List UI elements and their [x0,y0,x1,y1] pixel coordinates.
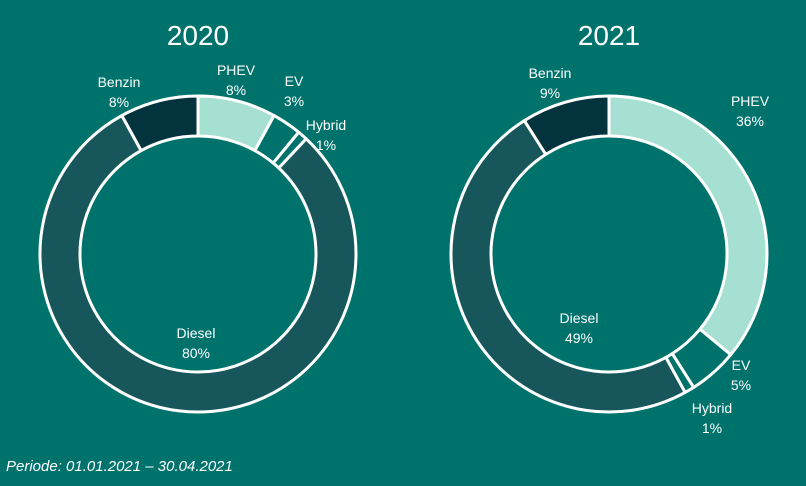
donut-chart-2021: 2021 PHEV 36% EV 5% Hybrid 1% Diesel 49% Benzin 9% [449,20,770,436]
slice-label-ev: EV 5% [731,357,751,393]
slice-benzin [120,94,200,153]
slice-label-diesel: Diesel 49% [560,310,599,346]
slice-label-hybrid: Hybrid 1% [306,117,346,153]
slice-diesel [38,114,358,414]
slice-label-phev: PHEV 8% [217,62,256,98]
slice-label-ev: EV 3% [284,73,304,109]
chart-title: 2020 [167,20,229,51]
slice-diesel [449,119,687,414]
chart-title: 2021 [578,20,640,51]
slice-phev [607,94,769,357]
slice-label-benzin: Benzin 8% [98,74,141,110]
slice-label-phev: PHEV 36% [731,93,770,129]
slice-label-hybrid: Hybrid 1% [692,400,732,436]
slice-benzin [522,94,611,156]
slice-label-diesel: Diesel 80% [177,325,216,361]
donut-chart-2020: 2020 PHEV 8% EV 3%Hybrid 1% Diesel 80% Benzin 8% [38,20,358,414]
period-footnote: Periode: 01.01.2021 – 30.04.2021 [6,458,233,475]
slice-label-benzin: Benzin 9% [529,65,572,101]
